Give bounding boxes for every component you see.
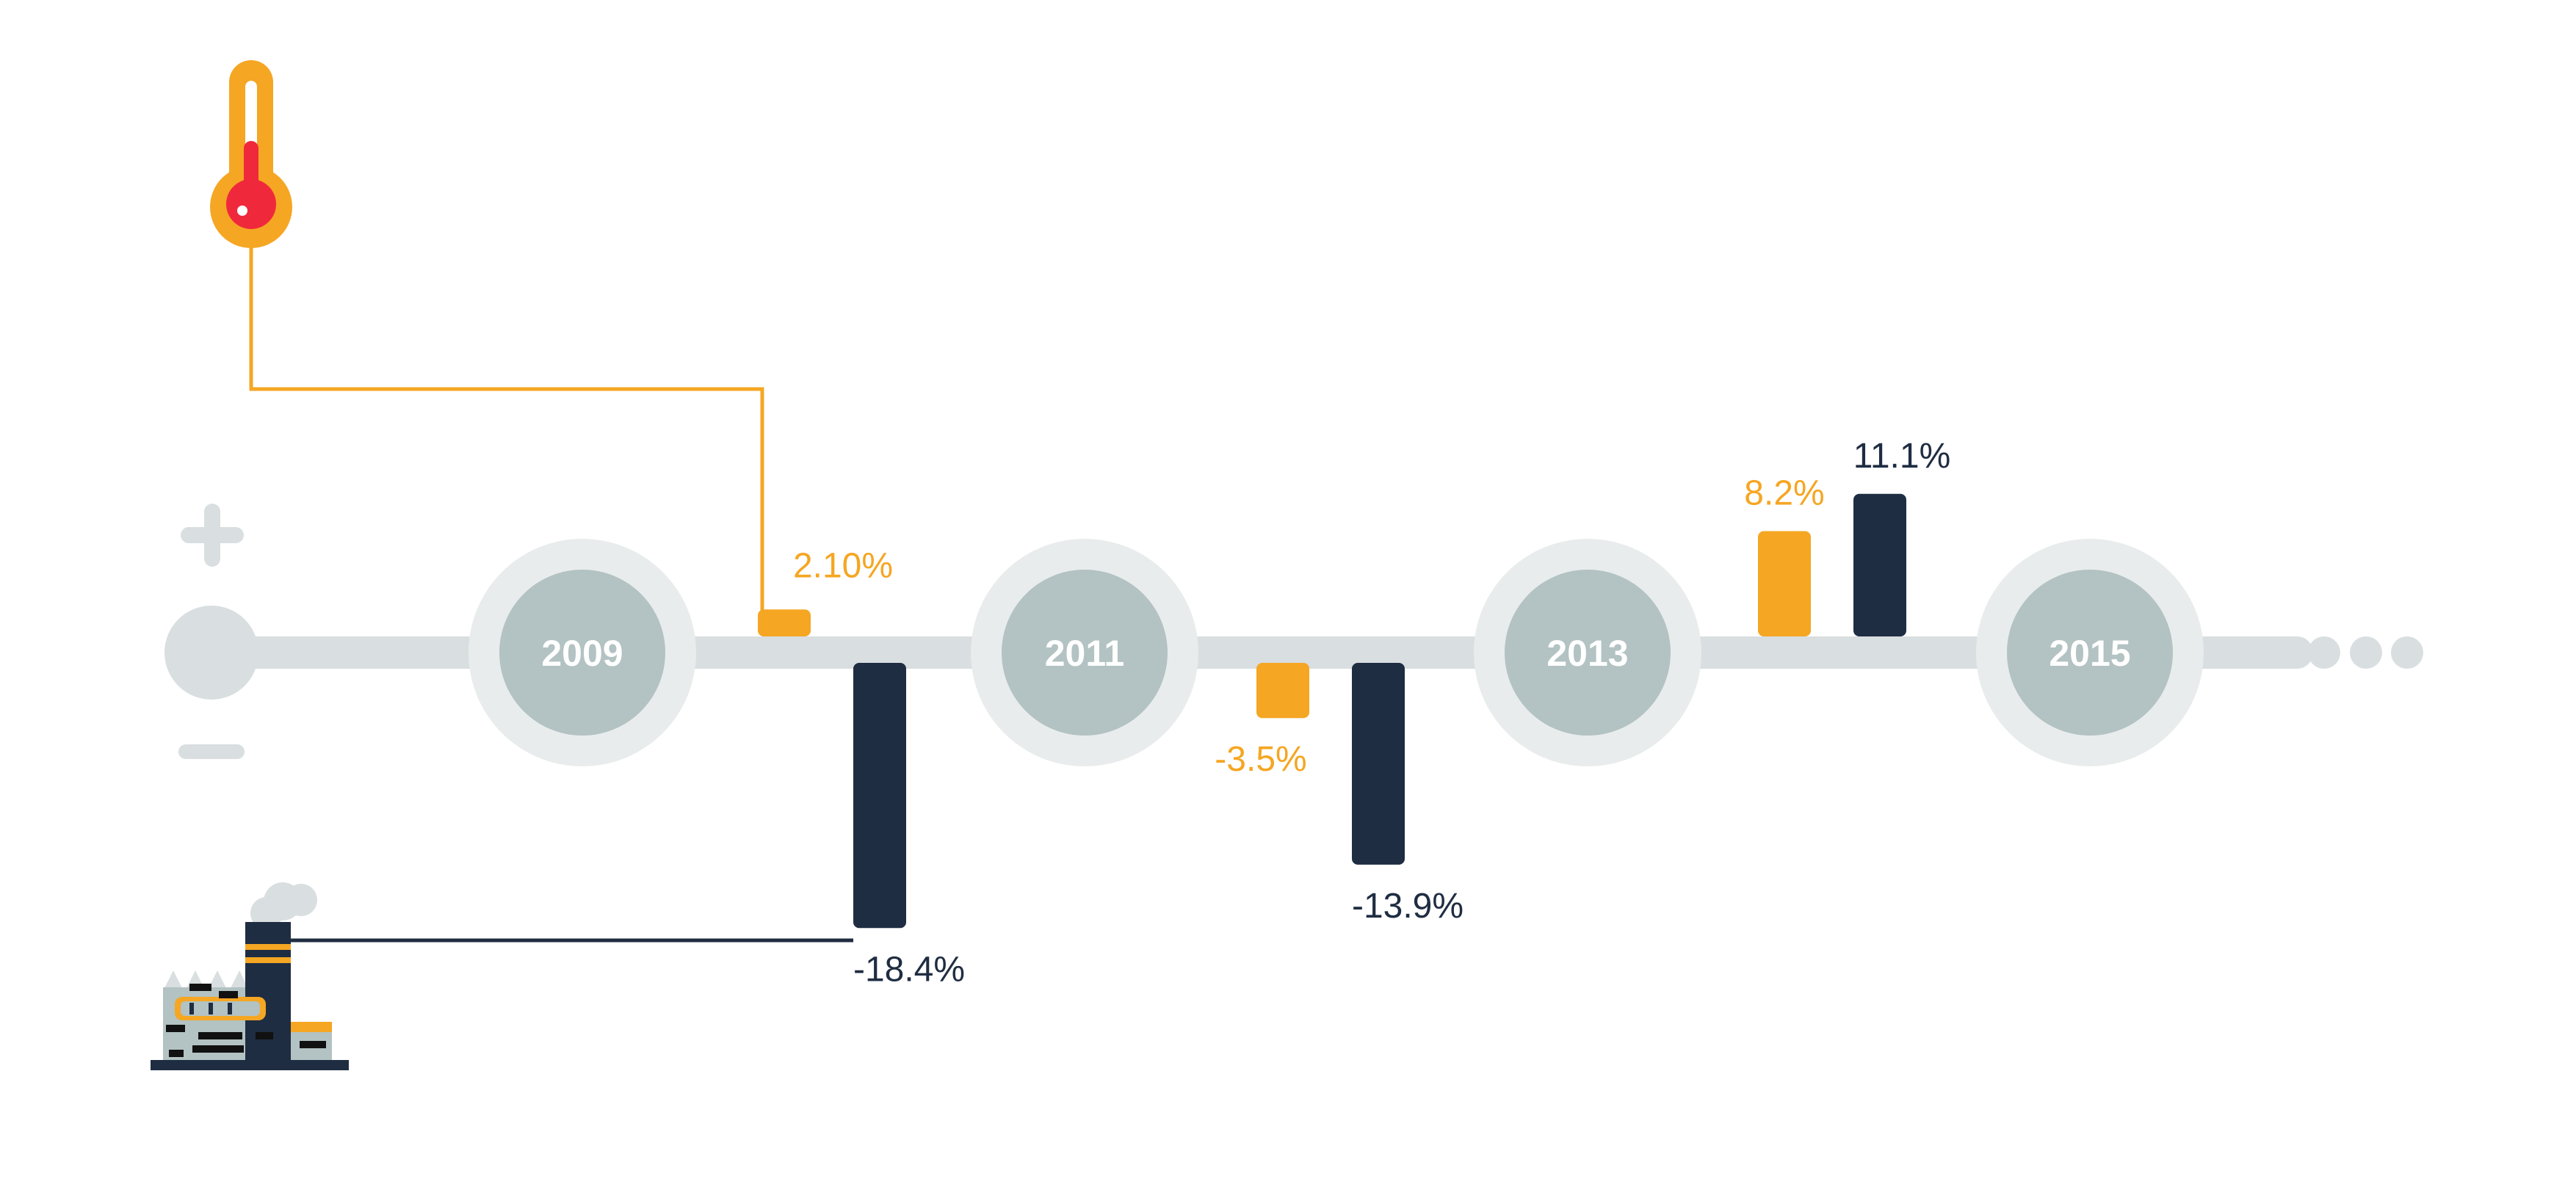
bar-2012-series-0 [1256, 663, 1309, 719]
year-label: 2013 [1546, 633, 1628, 674]
plus-icon [181, 504, 244, 567]
factory-icon [151, 882, 349, 1070]
timeline-track [220, 636, 2313, 669]
year-label: 2009 [541, 633, 623, 674]
value-label-2012-series-0: -3.5% [1215, 740, 1306, 779]
ellipsis-dots [2308, 636, 2423, 669]
timeline-start-knob [164, 606, 258, 700]
year-marker-2013: 2013 [1474, 539, 1701, 766]
year-markers: 2009 2011 2013 2015 [468, 539, 2204, 766]
value-label-2010-series-0: 2.10% [793, 546, 893, 585]
bar-2014-series-1 [1853, 493, 1906, 636]
value-label-2014-series-1: 11.1% [1853, 437, 1951, 476]
minus-icon [178, 744, 245, 759]
thermometer-connector-line [249, 242, 764, 613]
value-label-2014-series-0: 8.2% [1744, 474, 1824, 513]
bar-2014-series-0 [1758, 531, 1811, 636]
year-marker-2011: 2011 [971, 539, 1198, 766]
value-label-2010-series-1: -18.4% [853, 950, 965, 989]
year-marker-2015: 2015 [1976, 539, 2204, 766]
bar-2010-series-0 [758, 609, 811, 636]
bar-2010-series-1 [853, 663, 906, 929]
year-label: 2015 [2049, 633, 2130, 674]
year-label: 2011 [1045, 633, 1124, 674]
bar-2012-series-1 [1352, 663, 1405, 865]
year-marker-2009: 2009 [468, 539, 696, 766]
value-label-2012-series-1: -13.9% [1352, 887, 1464, 926]
thermometer-icon [210, 60, 292, 248]
bar-group: 2.10% -3.5% 8.2% -18.4% -13.9% 11.1% [758, 437, 1951, 989]
